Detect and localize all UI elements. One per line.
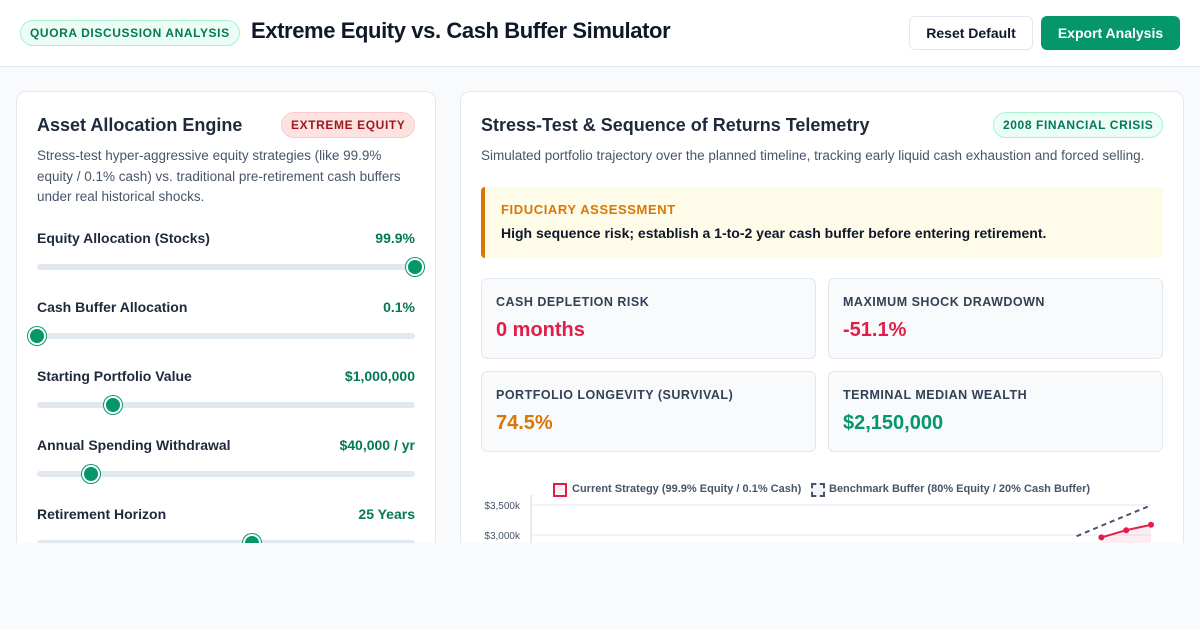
- metric-value: 74.5%: [496, 412, 553, 434]
- metric-card-cash-depletion: CASH DEPLETION RISK 0 months: [481, 278, 816, 359]
- control-label: Retirement Horizon: [37, 506, 167, 522]
- panel-description: Stress-test hyper-aggressive equity stra…: [37, 148, 401, 204]
- metric-card-longevity: PORTFOLIO LONGEVITY (SURVIVAL) 74.5%: [481, 371, 816, 452]
- control-value: 0.1%: [383, 299, 415, 315]
- source-tag: QUORA DISCUSSION ANALYSIS: [20, 20, 240, 46]
- metric-label: PORTFOLIO LONGEVITY (SURVIVAL): [496, 388, 734, 402]
- legend-swatch-current[interactable]: [553, 483, 567, 497]
- metric-value: $2,150,000: [843, 412, 944, 434]
- cash-slider-track[interactable]: [37, 333, 415, 339]
- equity-slider-track[interactable]: [37, 264, 415, 270]
- current-strategy-point: [1098, 534, 1105, 541]
- equity-allocation-control: Equity Allocation (Stocks) 99.9%: [37, 230, 424, 290]
- withdrawal-slider-track[interactable]: [37, 471, 415, 477]
- scenario-badge: 2008 FINANCIAL CRISIS: [993, 112, 1164, 138]
- control-value: $40,000 / yr: [339, 437, 415, 453]
- y-tick-label: $3,000k: [484, 531, 521, 542]
- strategy-badge: EXTREME EQUITY: [281, 112, 416, 138]
- asset-allocation-panel: Asset Allocation Engine EXTREME EQUITY S…: [16, 91, 436, 561]
- legend-swatch-benchmark[interactable]: [811, 483, 825, 497]
- fiduciary-assessment: FIDUCIARY ASSESSMENT High sequence risk;…: [481, 187, 1163, 258]
- metric-value: 0 months: [496, 319, 585, 341]
- starting-value-control: Starting Portfolio Value $1,000,000: [37, 368, 415, 428]
- panel-title: Stress-Test & Sequence of Returns Teleme…: [481, 115, 870, 135]
- benchmark-buffer-line: [1076, 504, 1152, 538]
- page-title: Extreme Equity vs. Cash Buffer Simulator: [251, 18, 671, 43]
- cash-slider-thumb[interactable]: [28, 327, 46, 345]
- y-tick-label: $3,500k: [484, 501, 521, 512]
- panel-title: Asset Allocation Engine: [37, 115, 243, 135]
- metric-label: MAXIMUM SHOCK DRAWDOWN: [843, 295, 1045, 309]
- app-header: QUORA DISCUSSION ANALYSIS Extreme Equity…: [0, 0, 1200, 67]
- page-background: [0, 543, 1200, 630]
- control-value: $1,000,000: [344, 368, 415, 384]
- control-label: Annual Spending Withdrawal: [37, 437, 231, 453]
- control-value: 25 Years: [358, 506, 415, 522]
- metric-label: CASH DEPLETION RISK: [496, 295, 650, 309]
- withdrawal-slider-thumb[interactable]: [82, 465, 101, 483]
- panel-description: Simulated portfolio trajectory over the …: [481, 148, 1145, 163]
- portfolio-slider-thumb[interactable]: [103, 396, 122, 414]
- legend-label-benchmark[interactable]: Benchmark Buffer (80% Equity / 20% Cash …: [829, 483, 1091, 495]
- export-analysis-button[interactable]: Export Analysis: [1041, 16, 1180, 50]
- cash-buffer-control: Cash Buffer Allocation 0.1%: [28, 299, 415, 359]
- control-label: Starting Portfolio Value: [37, 368, 192, 384]
- assessment-text: High sequence risk; establish a 1-to-2 y…: [501, 225, 1047, 241]
- chart-legend: Current Strategy (99.9% Equity / 0.1% Ca…: [553, 481, 1113, 499]
- legend-label-current[interactable]: Current Strategy (99.9% Equity / 0.1% Ca…: [572, 483, 802, 495]
- current-strategy-point: [1148, 521, 1154, 528]
- reset-default-button[interactable]: Reset Default: [909, 16, 1033, 50]
- control-label: Cash Buffer Allocation: [37, 299, 188, 315]
- equity-slider-thumb[interactable]: [405, 258, 424, 276]
- control-value: 99.9%: [375, 230, 415, 246]
- metric-value: -51.1%: [843, 319, 907, 341]
- portfolio-slider-track[interactable]: [37, 402, 415, 408]
- metric-card-terminal-wealth: TERMINAL MEDIAN WEALTH $2,150,000: [828, 371, 1163, 452]
- metric-card-drawdown: MAXIMUM SHOCK DRAWDOWN -51.1%: [828, 278, 1163, 359]
- metric-label: TERMINAL MEDIAN WEALTH: [843, 388, 1028, 402]
- stress-test-panel: Stress-Test & Sequence of Returns Teleme…: [460, 91, 1184, 561]
- control-label: Equity Allocation (Stocks): [37, 230, 210, 246]
- current-strategy-point: [1123, 527, 1130, 534]
- withdrawal-control: Annual Spending Withdrawal $40,000 / yr: [37, 437, 415, 497]
- assessment-title: FIDUCIARY ASSESSMENT: [501, 202, 676, 217]
